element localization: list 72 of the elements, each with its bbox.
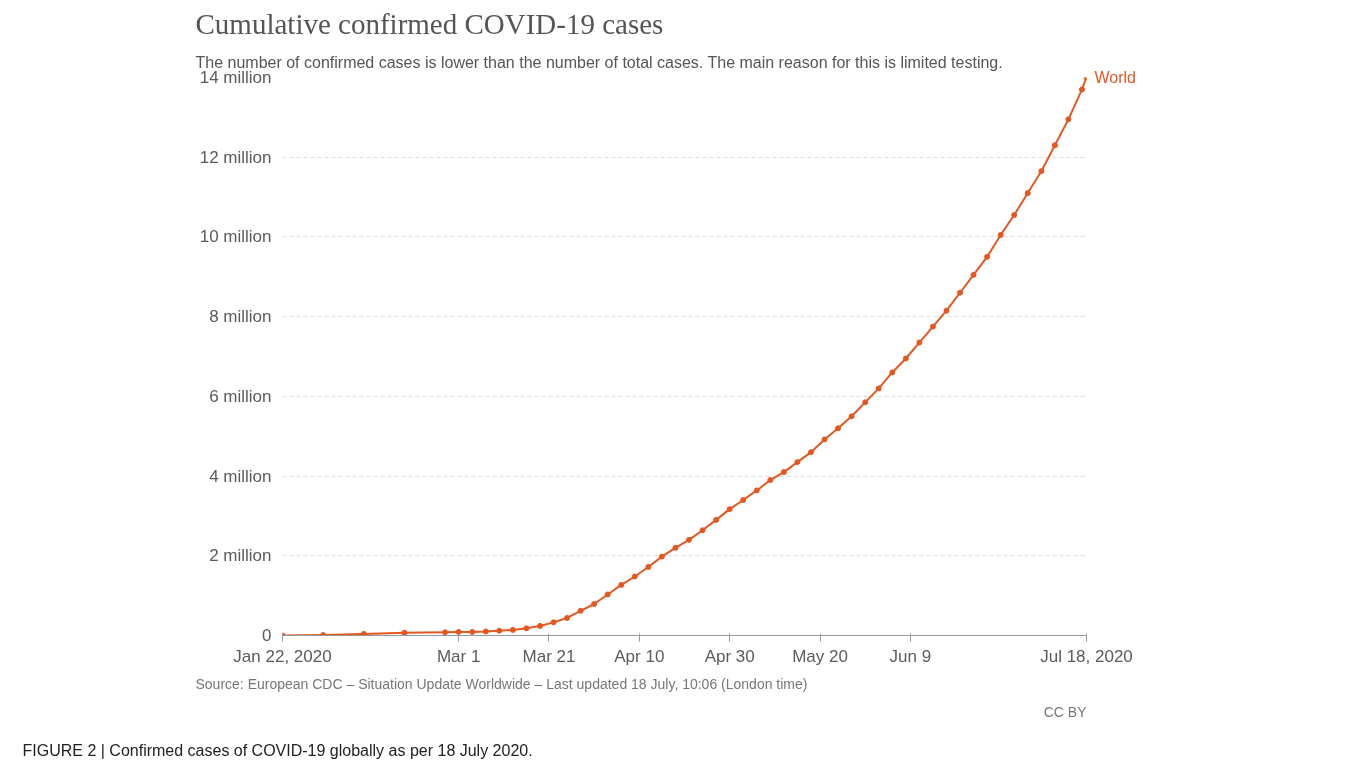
- point: [360, 630, 367, 636]
- x-tick-label: Mar 21: [522, 646, 576, 666]
- point: [699, 527, 706, 534]
- x-tick-label: Apr 30: [704, 646, 755, 666]
- point: [889, 369, 896, 376]
- text: CC BY: [1043, 703, 1088, 720]
- point: [1065, 116, 1072, 123]
- point: [740, 496, 747, 503]
- point: [631, 573, 638, 580]
- point: [686, 536, 693, 543]
- point: [604, 591, 611, 598]
- point: [401, 629, 408, 636]
- chart-title: Cumulative confirmed COVID-19 cases: [195, 7, 664, 40]
- y-tick-label: 8 million: [209, 307, 272, 327]
- y-tick-label: 6 million: [209, 386, 272, 406]
- point: [780, 469, 787, 476]
- y-tick-label: 12 million: [199, 147, 272, 167]
- point: [482, 628, 489, 635]
- point: [536, 622, 543, 629]
- point: [862, 399, 869, 406]
- point: [1011, 212, 1018, 218]
- point: [848, 413, 855, 420]
- point: [1038, 168, 1045, 175]
- x-tick-label: Jun 9: [889, 646, 932, 666]
- point: [672, 544, 679, 551]
- point: [645, 563, 652, 570]
- point: [455, 628, 462, 635]
- point: [821, 436, 828, 443]
- y-tick-label: 0: [262, 626, 272, 645]
- point: [550, 619, 557, 626]
- point: [957, 289, 964, 296]
- point: [1051, 142, 1058, 149]
- x-tick-label: Jan 22, 2020: [233, 646, 332, 666]
- point: [875, 385, 882, 392]
- point: [658, 553, 665, 560]
- x-tick-label: Mar 1: [436, 646, 481, 666]
- point: [442, 629, 449, 636]
- y-tick-label: 10 million: [199, 227, 272, 247]
- point: [794, 459, 801, 466]
- point: [577, 607, 584, 614]
- point: [564, 614, 571, 621]
- point: [713, 516, 720, 523]
- caption: FIGURE 2 | Confirmed cases of COVID-19 globally as per 18 July 2020.: [22, 741, 533, 759]
- point: [1024, 190, 1031, 197]
- point: [767, 477, 774, 484]
- y-tick-label: 2 million: [209, 546, 272, 566]
- x-tick-label: May 20: [792, 646, 848, 666]
- source-note: Source: European CDC – Situation Update Worldwide – Last updated 18 July, 10:06 (London time): [195, 675, 808, 692]
- point: [726, 506, 733, 513]
- point: [753, 487, 760, 494]
- point: [902, 355, 909, 362]
- chart-subtitle: The number of confirmed cases is lower than the number of total cases. The main reason for this is limited testing.: [195, 53, 1003, 71]
- point: [929, 323, 936, 330]
- x-tick-label: Apr 10: [614, 646, 665, 666]
- point: [591, 601, 598, 608]
- point: [807, 449, 814, 456]
- point: [984, 253, 991, 260]
- point: [496, 627, 503, 634]
- point: [523, 625, 530, 632]
- point: [618, 581, 625, 588]
- point: [1078, 86, 1085, 93]
- point: [916, 339, 923, 346]
- series-label: World: [1094, 69, 1136, 86]
- point: [970, 271, 977, 278]
- y-tick-label: 14 million: [199, 68, 272, 87]
- point: [835, 425, 842, 432]
- point: [997, 231, 1004, 238]
- point: [469, 628, 476, 635]
- y-tick-label: 4 million: [209, 466, 272, 486]
- point: [509, 626, 516, 633]
- point: [943, 307, 950, 314]
- x-tick-label: Jul 18, 2020: [1040, 646, 1133, 666]
